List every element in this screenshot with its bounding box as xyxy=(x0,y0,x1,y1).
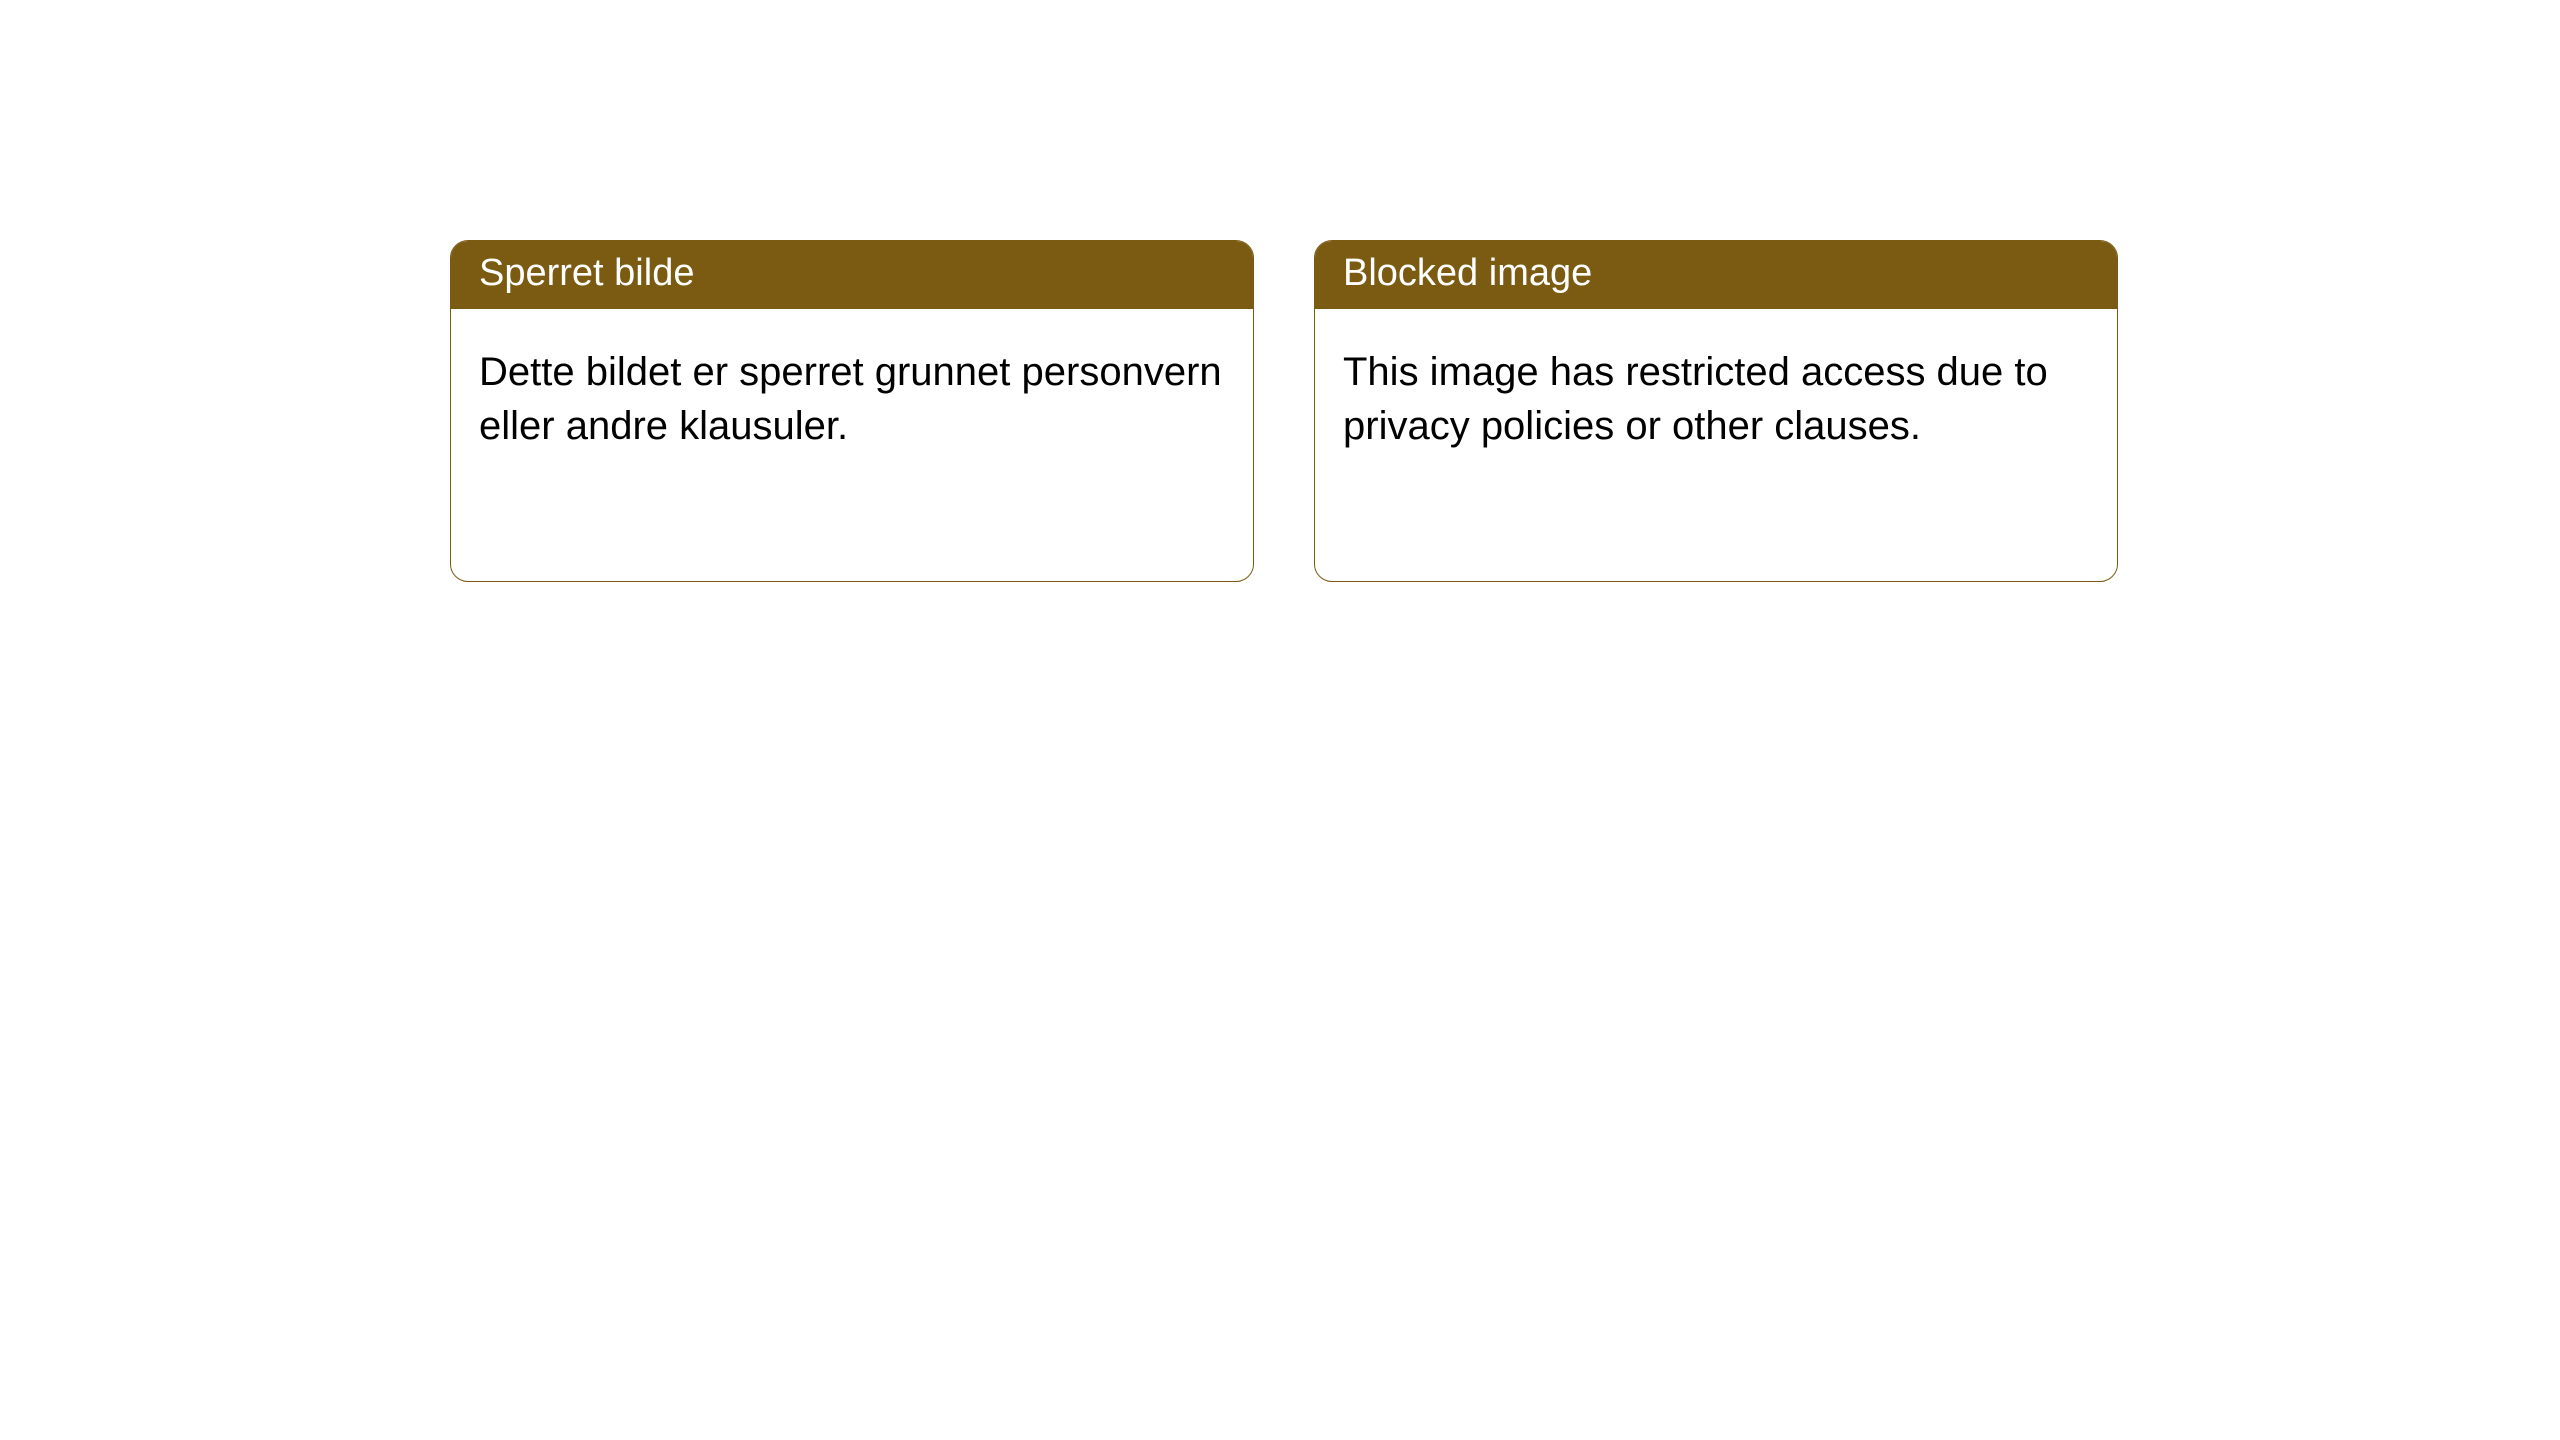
notice-card-body: This image has restricted access due to … xyxy=(1315,309,2117,581)
notice-card-english: Blocked image This image has restricted … xyxy=(1314,240,2118,582)
notice-card-title: Sperret bilde xyxy=(451,241,1253,309)
notice-card-title: Blocked image xyxy=(1315,241,2117,309)
notice-card-norwegian: Sperret bilde Dette bildet er sperret gr… xyxy=(450,240,1254,582)
notice-card-body: Dette bildet er sperret grunnet personve… xyxy=(451,309,1253,581)
notice-container: Sperret bilde Dette bildet er sperret gr… xyxy=(450,240,2118,582)
